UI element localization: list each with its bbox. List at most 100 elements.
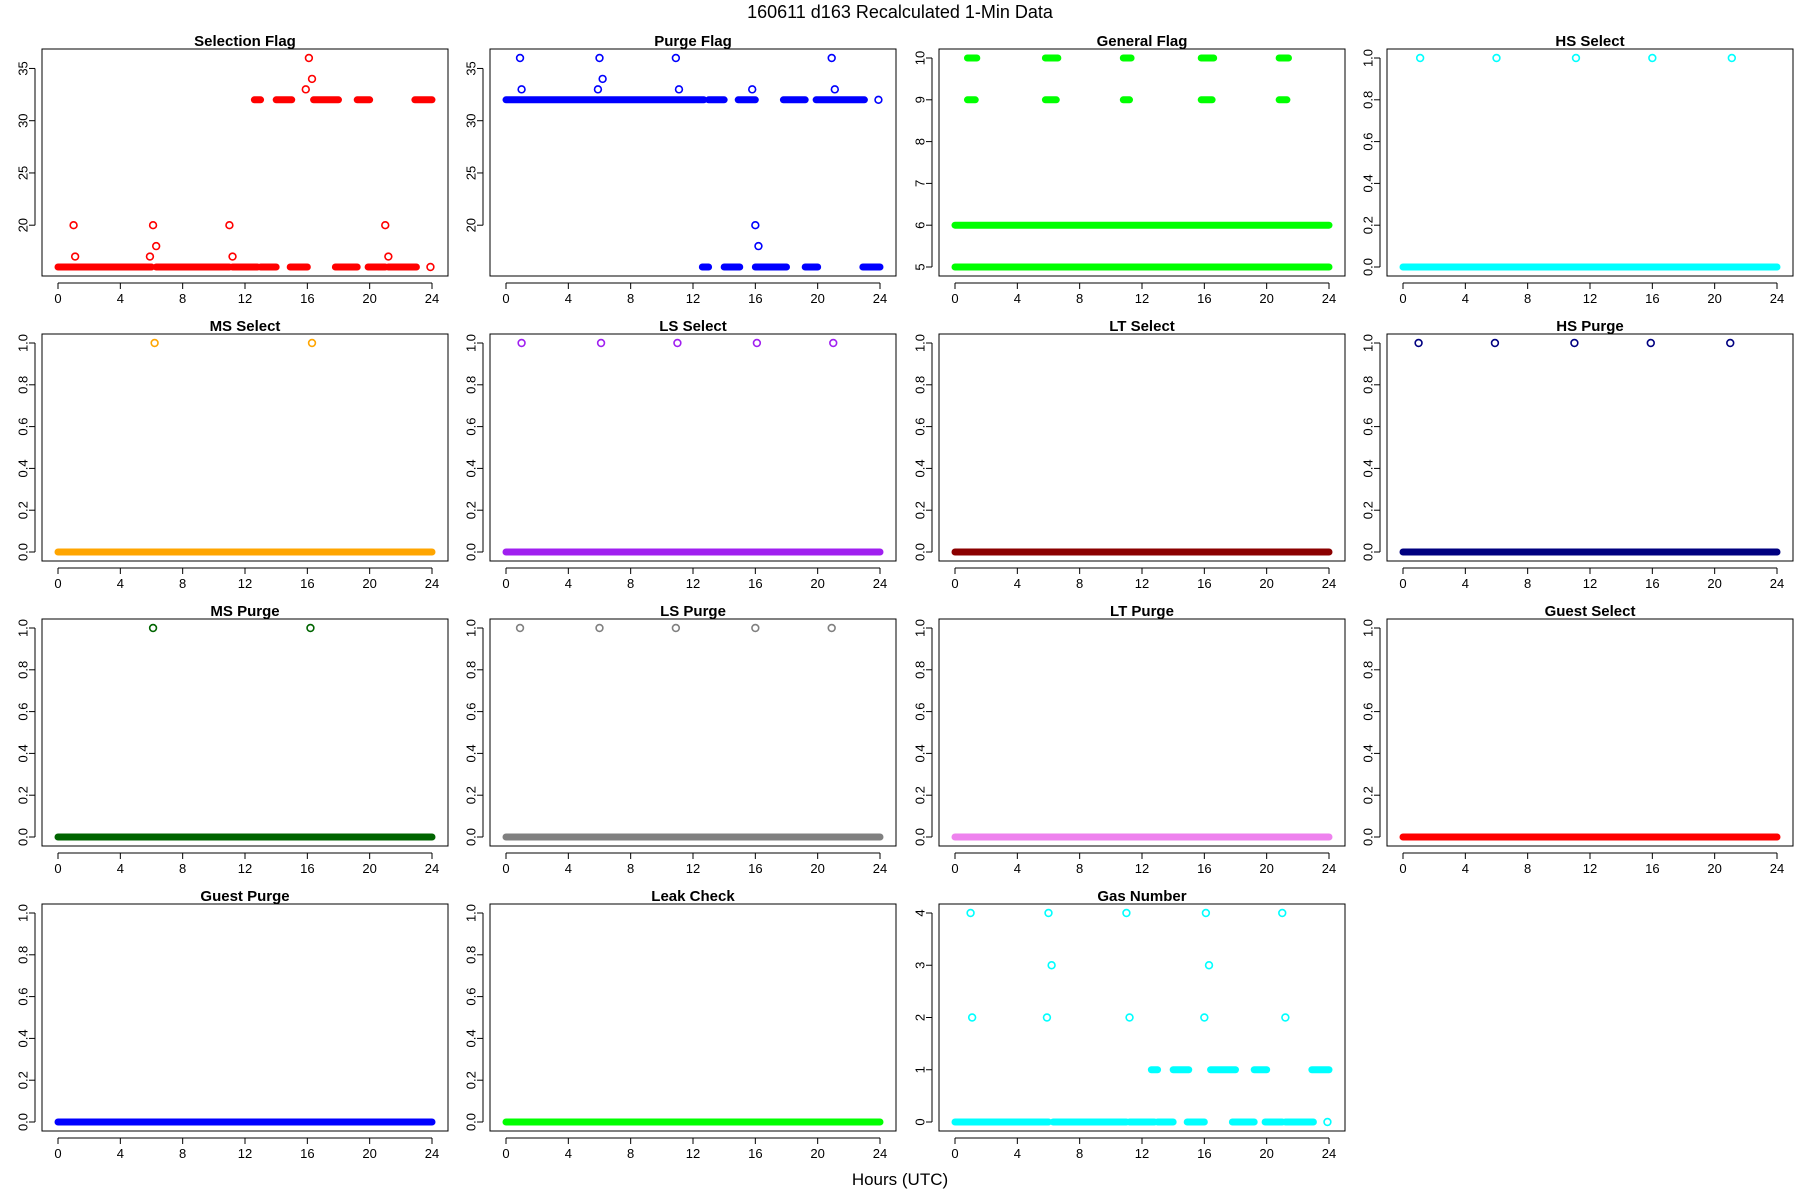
y-tick-label: 6 [913, 222, 928, 229]
x-tick-label: 4 [1462, 576, 1469, 591]
y-tick-label: 20 [464, 218, 479, 232]
data-point [1727, 53, 1737, 63]
x-tick-label: 24 [873, 1146, 887, 1161]
y-tick-label: 2 [913, 1014, 928, 1021]
plot-panel-6: LT Select 0 4 8 12 16 20 24 0.0 0.2 0.4 0.6 0.8 1.0 [913, 318, 1346, 591]
y-tick-label: 0.8 [464, 661, 479, 679]
x-tick-label: 0 [502, 576, 509, 591]
plot-title: Purge Flag [654, 33, 732, 50]
x-tick-label: 8 [179, 576, 186, 591]
x-tick-label: 16 [748, 291, 762, 306]
x-tick-label: 4 [117, 576, 124, 591]
x-tick-label: 12 [238, 291, 252, 306]
x-tick-label: 20 [1259, 1146, 1273, 1161]
y-tick-label: 10 [913, 51, 928, 65]
y-tick-label: 0.6 [913, 703, 928, 721]
x-tick-label: 8 [1076, 1146, 1083, 1161]
y-tick-label: 25 [16, 166, 31, 180]
y-tick-label: 0.6 [16, 988, 31, 1006]
data-point [674, 85, 684, 94]
x-tick-label: 0 [54, 1146, 61, 1161]
x-tick-label: 12 [1135, 576, 1149, 591]
x-tick-label: 0 [1399, 291, 1406, 306]
data-point [517, 85, 526, 94]
y-tick-label: 0.4 [1361, 459, 1376, 477]
data-point [966, 908, 975, 918]
x-tick-label: 8 [627, 576, 634, 591]
x-tick-label: 20 [810, 1146, 824, 1161]
y-tick-label: 0.0 [464, 828, 479, 846]
plot-panel-3: HS Select 0 4 8 12 16 20 24 0.0 0.2 0.4 0.6 0.8 1.0 [1361, 33, 1794, 306]
data-point [827, 623, 836, 633]
x-tick-label: 0 [54, 576, 61, 591]
y-tick-label: 30 [464, 113, 479, 127]
y-tick-label: 0.4 [1361, 744, 1376, 762]
data-point [751, 623, 760, 633]
data-point [70, 252, 80, 261]
data-point [1492, 53, 1501, 63]
x-tick-label: 8 [1076, 291, 1083, 306]
plot-title: General Flag [1097, 33, 1188, 50]
y-tick-label: 1 [913, 1066, 928, 1073]
plot-panel-1: Purge Flag 0 4 8 12 16 20 24 20 25 30 35 [464, 33, 897, 306]
plot-panel-11: Guest Select 0 4 8 12 16 20 24 0.0 0.2 0.4 0.6 0.8 1.… [1361, 603, 1794, 876]
y-tick-label: 0.6 [16, 703, 31, 721]
plot-title: MS Select [210, 318, 281, 335]
data-point [225, 221, 234, 230]
y-tick-label: 1.0 [16, 904, 31, 922]
x-tick-label: 4 [1462, 861, 1469, 876]
x-tick-label: 4 [1014, 1146, 1021, 1161]
x-tick-label: 0 [1399, 861, 1406, 876]
y-tick-label: 35 [16, 61, 31, 75]
y-tick-label: 0.2 [913, 786, 928, 804]
x-tick-label: 8 [179, 291, 186, 306]
x-tick-label: 20 [362, 576, 376, 591]
x-tick-label: 4 [1014, 291, 1021, 306]
plot-title: LS Purge [660, 603, 726, 620]
x-tick-label: 20 [810, 861, 824, 876]
y-tick-label: 5 [913, 263, 928, 270]
x-tick-label: 24 [1322, 1146, 1336, 1161]
data-point [752, 338, 762, 348]
plot-frame [1386, 333, 1794, 562]
y-tick-label: 0.8 [16, 661, 31, 679]
plot-panel-9: LS Purge 0 4 8 12 16 20 24 0.0 0.2 0.4 0.6 0.8 1.0 [464, 603, 897, 876]
x-tick-label: 12 [1135, 1146, 1149, 1161]
plot-frame [489, 48, 897, 277]
x-tick-label: 8 [627, 861, 634, 876]
y-tick-label: 1.0 [464, 334, 479, 352]
y-tick-label: 0.0 [1361, 258, 1376, 276]
plot-panel-4: MS Select 0 4 8 12 16 20 24 0.0 0.2 0.4 0.6 0.8 1.0 [16, 318, 449, 591]
data-point [1201, 908, 1211, 918]
y-tick-label: 0.8 [16, 376, 31, 394]
data-point [1278, 908, 1287, 918]
x-tick-label: 16 [300, 1146, 314, 1161]
x-tick-label: 4 [565, 861, 572, 876]
x-tick-label: 4 [565, 291, 572, 306]
plot-frame [938, 903, 1346, 1132]
x-tick-label: 4 [117, 861, 124, 876]
data-point [671, 53, 681, 63]
data-point [1042, 1013, 1052, 1022]
page-title: 160611 d163 Recalculated 1-Min Data [747, 2, 1053, 22]
x-tick-label: 24 [873, 861, 887, 876]
plot-frame [938, 333, 1346, 562]
x-tick-label: 12 [1135, 861, 1149, 876]
plot-panel-13: Leak Check 0 4 8 12 16 20 24 0.0 0.2 0.4 0.6 0.8 1.0 [464, 888, 897, 1161]
data-point [1726, 338, 1735, 348]
plot-panel-10: LT Purge 0 4 8 12 16 20 24 0.0 0.2 0.4 0.6 0.8 1.0 [913, 603, 1346, 876]
y-tick-label: 0.2 [464, 1071, 479, 1089]
data-point [228, 252, 237, 261]
data-point [1200, 1013, 1209, 1022]
data-point [1490, 338, 1500, 348]
data-point [307, 74, 317, 84]
y-tick-label: 35 [464, 61, 479, 75]
y-tick-label: 0.8 [1361, 661, 1376, 679]
x-tick-label: 8 [627, 291, 634, 306]
x-tick-label: 16 [1197, 291, 1211, 306]
x-axis-label: Hours (UTC) [851, 1170, 949, 1189]
x-tick-label: 8 [627, 1146, 634, 1161]
y-tick-label: 0.0 [1361, 543, 1376, 561]
data-point [304, 53, 314, 63]
